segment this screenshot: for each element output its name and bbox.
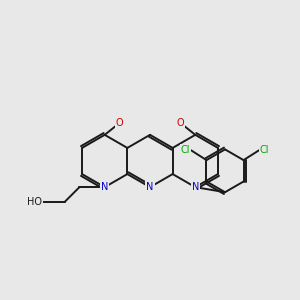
Text: O: O: [177, 118, 184, 128]
Text: O: O: [116, 118, 123, 128]
Text: Cl: Cl: [260, 145, 269, 155]
Text: HO: HO: [27, 197, 42, 207]
Text: N: N: [101, 182, 108, 192]
Text: Cl: Cl: [181, 145, 190, 155]
Text: N: N: [146, 182, 154, 192]
Text: N: N: [192, 182, 199, 192]
